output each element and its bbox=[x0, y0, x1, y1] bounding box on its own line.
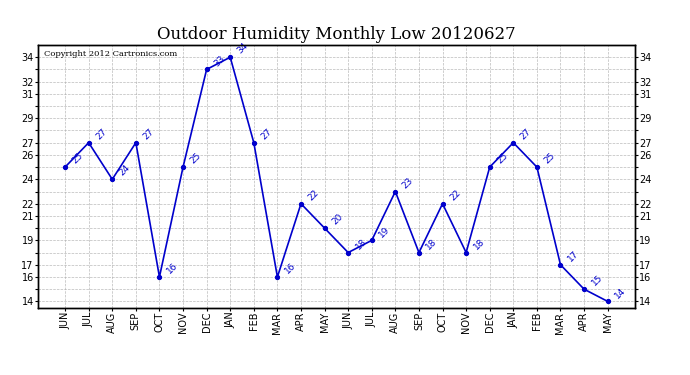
Text: 15: 15 bbox=[590, 273, 604, 288]
Text: 27: 27 bbox=[519, 127, 533, 141]
Text: 24: 24 bbox=[118, 164, 132, 178]
Text: 25: 25 bbox=[542, 151, 557, 166]
Text: 22: 22 bbox=[448, 188, 462, 202]
Text: 27: 27 bbox=[259, 127, 274, 141]
Text: 19: 19 bbox=[377, 225, 392, 239]
Text: 33: 33 bbox=[213, 54, 227, 68]
Text: 27: 27 bbox=[95, 127, 108, 141]
Text: 16: 16 bbox=[165, 261, 179, 276]
Text: 16: 16 bbox=[283, 261, 297, 276]
Text: 18: 18 bbox=[472, 237, 486, 251]
Text: 22: 22 bbox=[306, 188, 321, 202]
Text: 18: 18 bbox=[424, 237, 439, 251]
Title: Outdoor Humidity Monthly Low 20120627: Outdoor Humidity Monthly Low 20120627 bbox=[157, 27, 515, 44]
Text: 25: 25 bbox=[70, 151, 85, 166]
Text: 18: 18 bbox=[354, 237, 368, 251]
Text: 25: 25 bbox=[495, 151, 510, 166]
Text: 34: 34 bbox=[236, 41, 250, 56]
Text: 27: 27 bbox=[141, 127, 156, 141]
Text: Copyright 2012 Cartronics.com: Copyright 2012 Cartronics.com bbox=[44, 50, 177, 58]
Text: 23: 23 bbox=[401, 176, 415, 190]
Text: 14: 14 bbox=[613, 286, 628, 300]
Text: 20: 20 bbox=[330, 212, 344, 227]
Text: 25: 25 bbox=[188, 151, 203, 166]
Text: 17: 17 bbox=[566, 249, 580, 263]
